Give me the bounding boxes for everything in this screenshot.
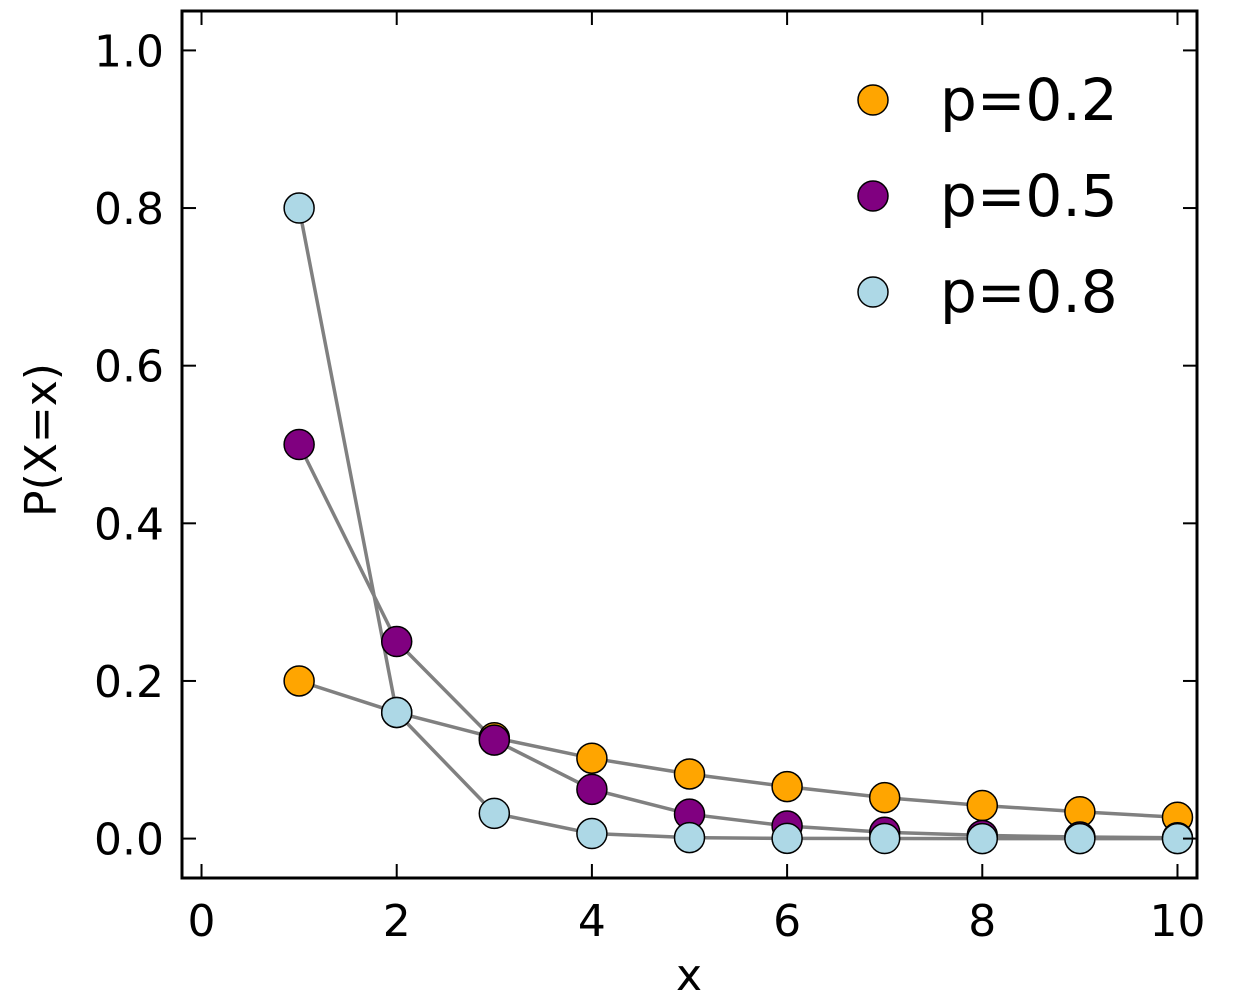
x-tick-label-0: 0 — [188, 896, 216, 947]
axis-ticks — [182, 11, 1197, 878]
y-tick-label-3: 0.6 — [94, 342, 164, 393]
data-point-2-2 — [478, 797, 511, 830]
data-point-2-3 — [576, 817, 608, 850]
x-tick-label-1: 2 — [383, 896, 411, 947]
legend-label-0: p=0.2 — [940, 66, 1118, 134]
legend-marker-2 — [857, 276, 889, 308]
y-tick-label-5: 1.0 — [94, 26, 164, 77]
x-tick-label-2: 4 — [578, 896, 606, 947]
legend-marker-0 — [857, 84, 889, 116]
data-point-2-6 — [868, 822, 901, 855]
data-point-0-5 — [771, 770, 803, 803]
connector-lines — [297, 207, 1178, 841]
y-tick-label-1: 0.2 — [94, 657, 164, 708]
data-point-2-0 — [283, 192, 315, 224]
data-point-1-3 — [576, 773, 608, 806]
y-tick-label-2: 0.4 — [94, 499, 164, 550]
data-point-0-7 — [966, 789, 999, 822]
y-axis-label: P(X=x) — [16, 363, 67, 517]
data-points — [283, 192, 1194, 855]
legend-marker-1 — [857, 180, 889, 212]
x-tick-label-4: 8 — [968, 896, 996, 947]
x-tick-label-5: 10 — [1149, 896, 1205, 947]
series-line-1 — [297, 443, 1178, 840]
data-point-2-1 — [380, 696, 413, 729]
legend-label-2: p=0.8 — [940, 258, 1118, 326]
legend-label-1: p=0.5 — [940, 162, 1118, 230]
data-point-0-0 — [283, 665, 315, 697]
data-point-0-3 — [576, 742, 608, 774]
x-tick-label-3: 6 — [773, 896, 801, 947]
data-point-2-8 — [1064, 822, 1096, 855]
data-point-0-6 — [868, 781, 901, 814]
data-point-2-5 — [771, 822, 803, 855]
y-tick-label-0: 0.0 — [94, 815, 164, 866]
data-point-2-4 — [673, 821, 706, 854]
data-point-0-4 — [673, 758, 706, 790]
series-line-0 — [298, 679, 1178, 820]
series-line-2 — [297, 207, 1178, 841]
data-point-2-7 — [966, 822, 999, 855]
y-tick-label-4: 0.8 — [94, 184, 164, 235]
data-point-1-2 — [478, 724, 511, 756]
tick-labels: 0 2 4 6 8 10 0.0 0.2 0.4 0.6 0.8 1.0 — [94, 26, 1205, 947]
legend: p=0.2 p=0.5 p=0.8 — [857, 66, 1118, 326]
data-point-1-0 — [283, 428, 315, 461]
plot-frame — [180, 9, 1199, 880]
data-point-1-1 — [380, 625, 413, 658]
x-axis-label: x — [676, 950, 702, 999]
